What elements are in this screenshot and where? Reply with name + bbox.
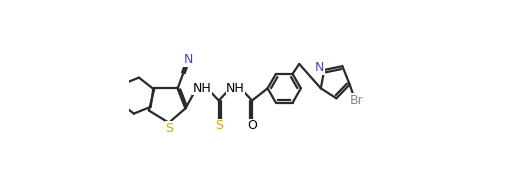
Text: N: N	[184, 53, 193, 66]
Text: S: S	[166, 122, 173, 135]
Text: NH: NH	[193, 82, 211, 95]
Text: S: S	[215, 119, 223, 132]
Text: N: N	[314, 61, 324, 74]
Text: Br: Br	[349, 94, 363, 107]
Text: NH: NH	[226, 82, 245, 95]
Text: O: O	[247, 119, 257, 132]
